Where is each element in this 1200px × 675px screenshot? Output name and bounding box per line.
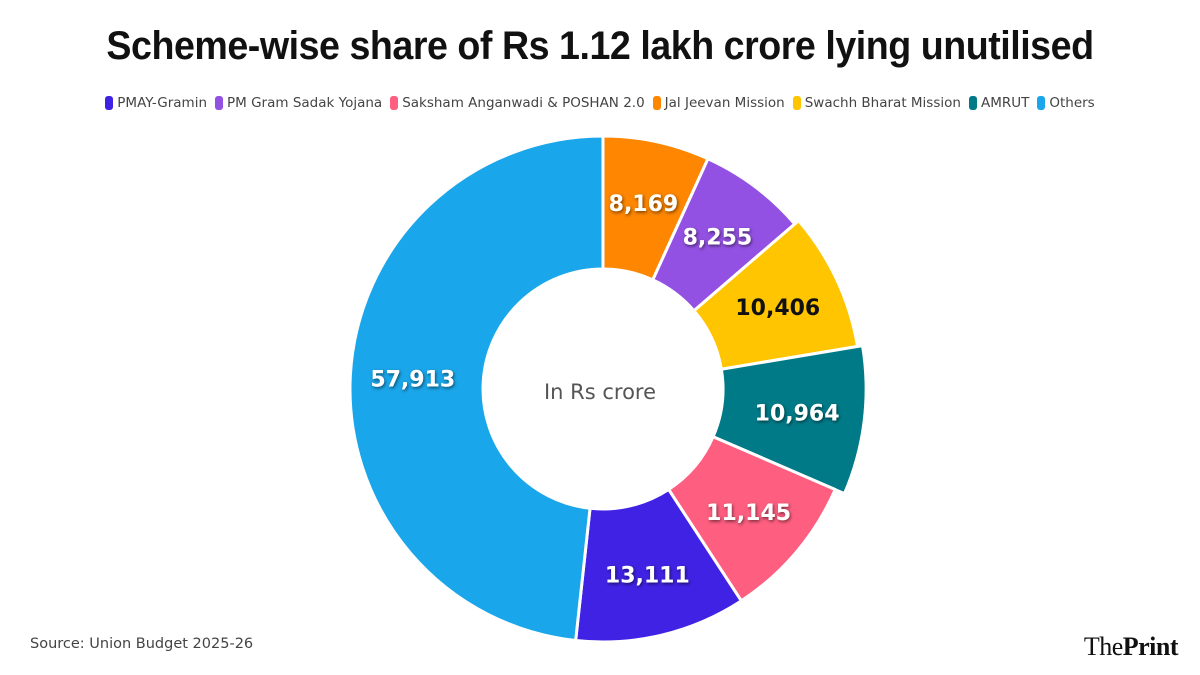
- donut-slice: [711, 344, 868, 496]
- legend-label: Jal Jeevan Mission: [664, 95, 785, 111]
- slice-value-label: 13,111: [605, 563, 690, 588]
- brand-logo: ThePrint: [1083, 632, 1179, 662]
- legend-label: AMRUT: [980, 95, 1030, 111]
- legend-swatch-icon: [968, 96, 977, 110]
- slice-value-label: 8,169: [609, 192, 679, 217]
- legend-item: PM Gram Sadak Yojana: [215, 95, 382, 111]
- legend-item: Jal Jeevan Mission: [652, 95, 785, 111]
- legend-item: Swachh Bharat Mission: [792, 95, 961, 111]
- legend-item: PMAY-Gramin: [105, 95, 207, 111]
- legend-label: PM Gram Sadak Yojana: [227, 95, 383, 111]
- center-label: In Rs crore: [544, 380, 656, 404]
- legend-swatch-icon: [1037, 96, 1046, 110]
- brand-part-print: Print: [1122, 632, 1179, 661]
- legend-label: Swachh Bharat Mission: [804, 95, 961, 111]
- source-note: Source: Union Budget 2025-26: [30, 636, 254, 652]
- legend-swatch-icon: [105, 96, 114, 110]
- legend-swatch-icon: [652, 96, 661, 110]
- legend-swatch-icon: [390, 96, 399, 110]
- legend-item: Others: [1037, 95, 1095, 111]
- chart-legend: PMAY-Gramin PM Gram Sadak Yojana Saksham A…: [0, 95, 1200, 111]
- chart-title: Scheme-wise share of Rs 1.12 lakh crore …: [106, 24, 1094, 68]
- legend-label: PMAY-Gramin: [117, 95, 208, 111]
- brand-part-the: The: [1083, 632, 1123, 661]
- legend-swatch-icon: [215, 96, 224, 110]
- legend-swatch-icon: [792, 96, 801, 110]
- donut-slice: [348, 134, 605, 643]
- slice-value-label: 11,145: [706, 501, 791, 526]
- slice-value-label: 8,255: [683, 226, 753, 251]
- donut-slices: [348, 134, 868, 644]
- slice-value-label: 10,964: [755, 402, 840, 427]
- legend-label: Others: [1049, 95, 1095, 111]
- slice-value-label: 10,406: [735, 296, 820, 321]
- slice-value-label: 57,913: [370, 368, 455, 393]
- legend-item: Saksham Anganwadi & POSHAN 2.0: [390, 95, 645, 111]
- legend-item: AMRUT: [968, 95, 1030, 111]
- legend-label: Saksham Anganwadi & POSHAN 2.0: [402, 95, 645, 111]
